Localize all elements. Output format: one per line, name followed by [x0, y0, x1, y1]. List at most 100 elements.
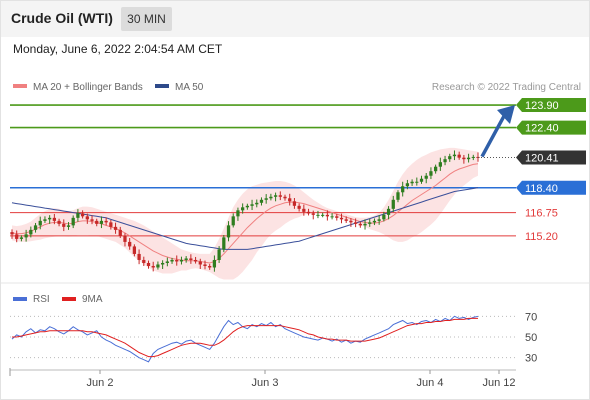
candle-body: [410, 181, 414, 184]
x-tick-label-Jun-4: Jun 4: [417, 377, 444, 389]
candle-body: [259, 199, 264, 203]
price-legend: MA 20 + Bollinger Bands MA 50 Research ©…: [13, 82, 581, 93]
level-label-116.75: 116.75: [525, 208, 558, 220]
candle-body: [132, 246, 137, 254]
candle-body: [160, 262, 165, 265]
candle-body: [269, 196, 273, 199]
candle-body: [193, 259, 198, 262]
candle-body: [358, 223, 362, 226]
candle-body: [123, 235, 127, 242]
candle-body: [288, 198, 292, 202]
candle-body: [48, 217, 52, 220]
candle-body: [99, 220, 104, 224]
candle-body: [443, 159, 447, 163]
bollinger-band: [12, 147, 478, 280]
candle-body: [198, 261, 202, 265]
candle-body: [29, 229, 33, 235]
candle-body: [297, 205, 301, 209]
candle-body: [405, 183, 410, 187]
legend-label-rsi: RSI: [33, 294, 50, 305]
candle-body: [339, 217, 344, 220]
candle-body: [363, 223, 367, 226]
candle-body: [222, 237, 226, 250]
candle-body: [189, 258, 193, 260]
candle-body: [386, 208, 391, 215]
candle-body: [452, 154, 457, 157]
current-price-label: 120.41: [525, 153, 559, 165]
x-tick-label-Jun-12: Jun 12: [482, 377, 515, 389]
candle-body: [302, 208, 306, 212]
ma20-line: [11, 163, 479, 264]
legend-swatch-ma50: [155, 84, 169, 88]
candle-body: [245, 205, 249, 208]
chart-header: Crude Oil (WTI) 30 MIN: [0, 0, 590, 37]
candle-body: [424, 175, 428, 179]
candle-body: [325, 214, 330, 217]
candle-body: [391, 199, 395, 209]
candle-body: [66, 225, 71, 227]
candle-body: [95, 220, 99, 224]
candle-body: [38, 220, 42, 226]
candle-body: [353, 222, 358, 224]
current-price-tag: [516, 150, 586, 165]
candle-body: [316, 214, 320, 216]
candle-body: [283, 196, 287, 199]
candle-body: [250, 204, 254, 206]
candle-body: [349, 220, 353, 223]
watermark: Research © 2022 Trading Central: [432, 82, 581, 93]
timestamp: Monday, June 6, 2022 2:04:54 AM CET: [13, 42, 223, 56]
rsi-tick-50: 50: [525, 332, 537, 344]
candle-body: [80, 213, 85, 217]
candle-body: [368, 222, 372, 224]
candle-body: [278, 195, 282, 197]
projection-arrow-shaft: [480, 115, 506, 158]
candle-body: [170, 259, 174, 262]
rsi-line: [11, 315, 479, 363]
level-label-115.20: 115.20: [525, 231, 558, 243]
candle-body: [71, 217, 75, 226]
candle-body: [217, 249, 221, 260]
candle-body: [15, 234, 19, 239]
rsi-9ma-line: [12, 317, 478, 358]
candle-body: [273, 195, 278, 197]
candle-body: [43, 219, 47, 221]
candle-body: [344, 219, 348, 221]
candle-body: [137, 253, 141, 260]
candle-body: [128, 241, 132, 247]
candle-body: [142, 259, 146, 263]
level-label-123.90: 123.90: [525, 100, 559, 112]
level-label-118.40: 118.40: [525, 183, 558, 195]
candle-body: [118, 229, 122, 236]
rsi-panel: 70 50 30: [10, 311, 537, 365]
legend-swatch-rsi: [13, 297, 27, 301]
x-tick-label-Jun-2: Jun 2: [87, 377, 114, 389]
candle-body: [311, 213, 315, 215]
candle-body: [113, 226, 118, 230]
timeframe-button[interactable]: 30 MIN: [121, 7, 172, 31]
rsi-tick-70: 70: [525, 311, 537, 323]
candle-body: [434, 166, 438, 172]
legend-swatch-9ma: [62, 297, 76, 301]
candle-body: [19, 237, 24, 239]
candle-body: [471, 156, 475, 158]
candle-body: [208, 265, 212, 268]
candle-body: [52, 217, 56, 221]
candle-body: [57, 220, 61, 224]
candle-body: [264, 198, 268, 200]
candle-body: [335, 216, 339, 218]
candle-body: [306, 211, 311, 214]
rsi-tick-30: 30: [525, 353, 537, 365]
level-label-122.40: 122.40: [525, 123, 559, 135]
candle-body: [184, 258, 188, 260]
legend-label-9ma: 9MA: [82, 294, 103, 305]
candle-body: [109, 222, 113, 227]
candle-body: [90, 219, 94, 221]
candle-body: [255, 202, 259, 205]
legend-swatch-ma20-bb: [13, 84, 27, 88]
candle-body: [85, 216, 89, 220]
candle-body: [438, 162, 442, 167]
candle-body: [33, 225, 38, 230]
candle-body: [457, 154, 461, 158]
candle-body: [212, 259, 217, 268]
